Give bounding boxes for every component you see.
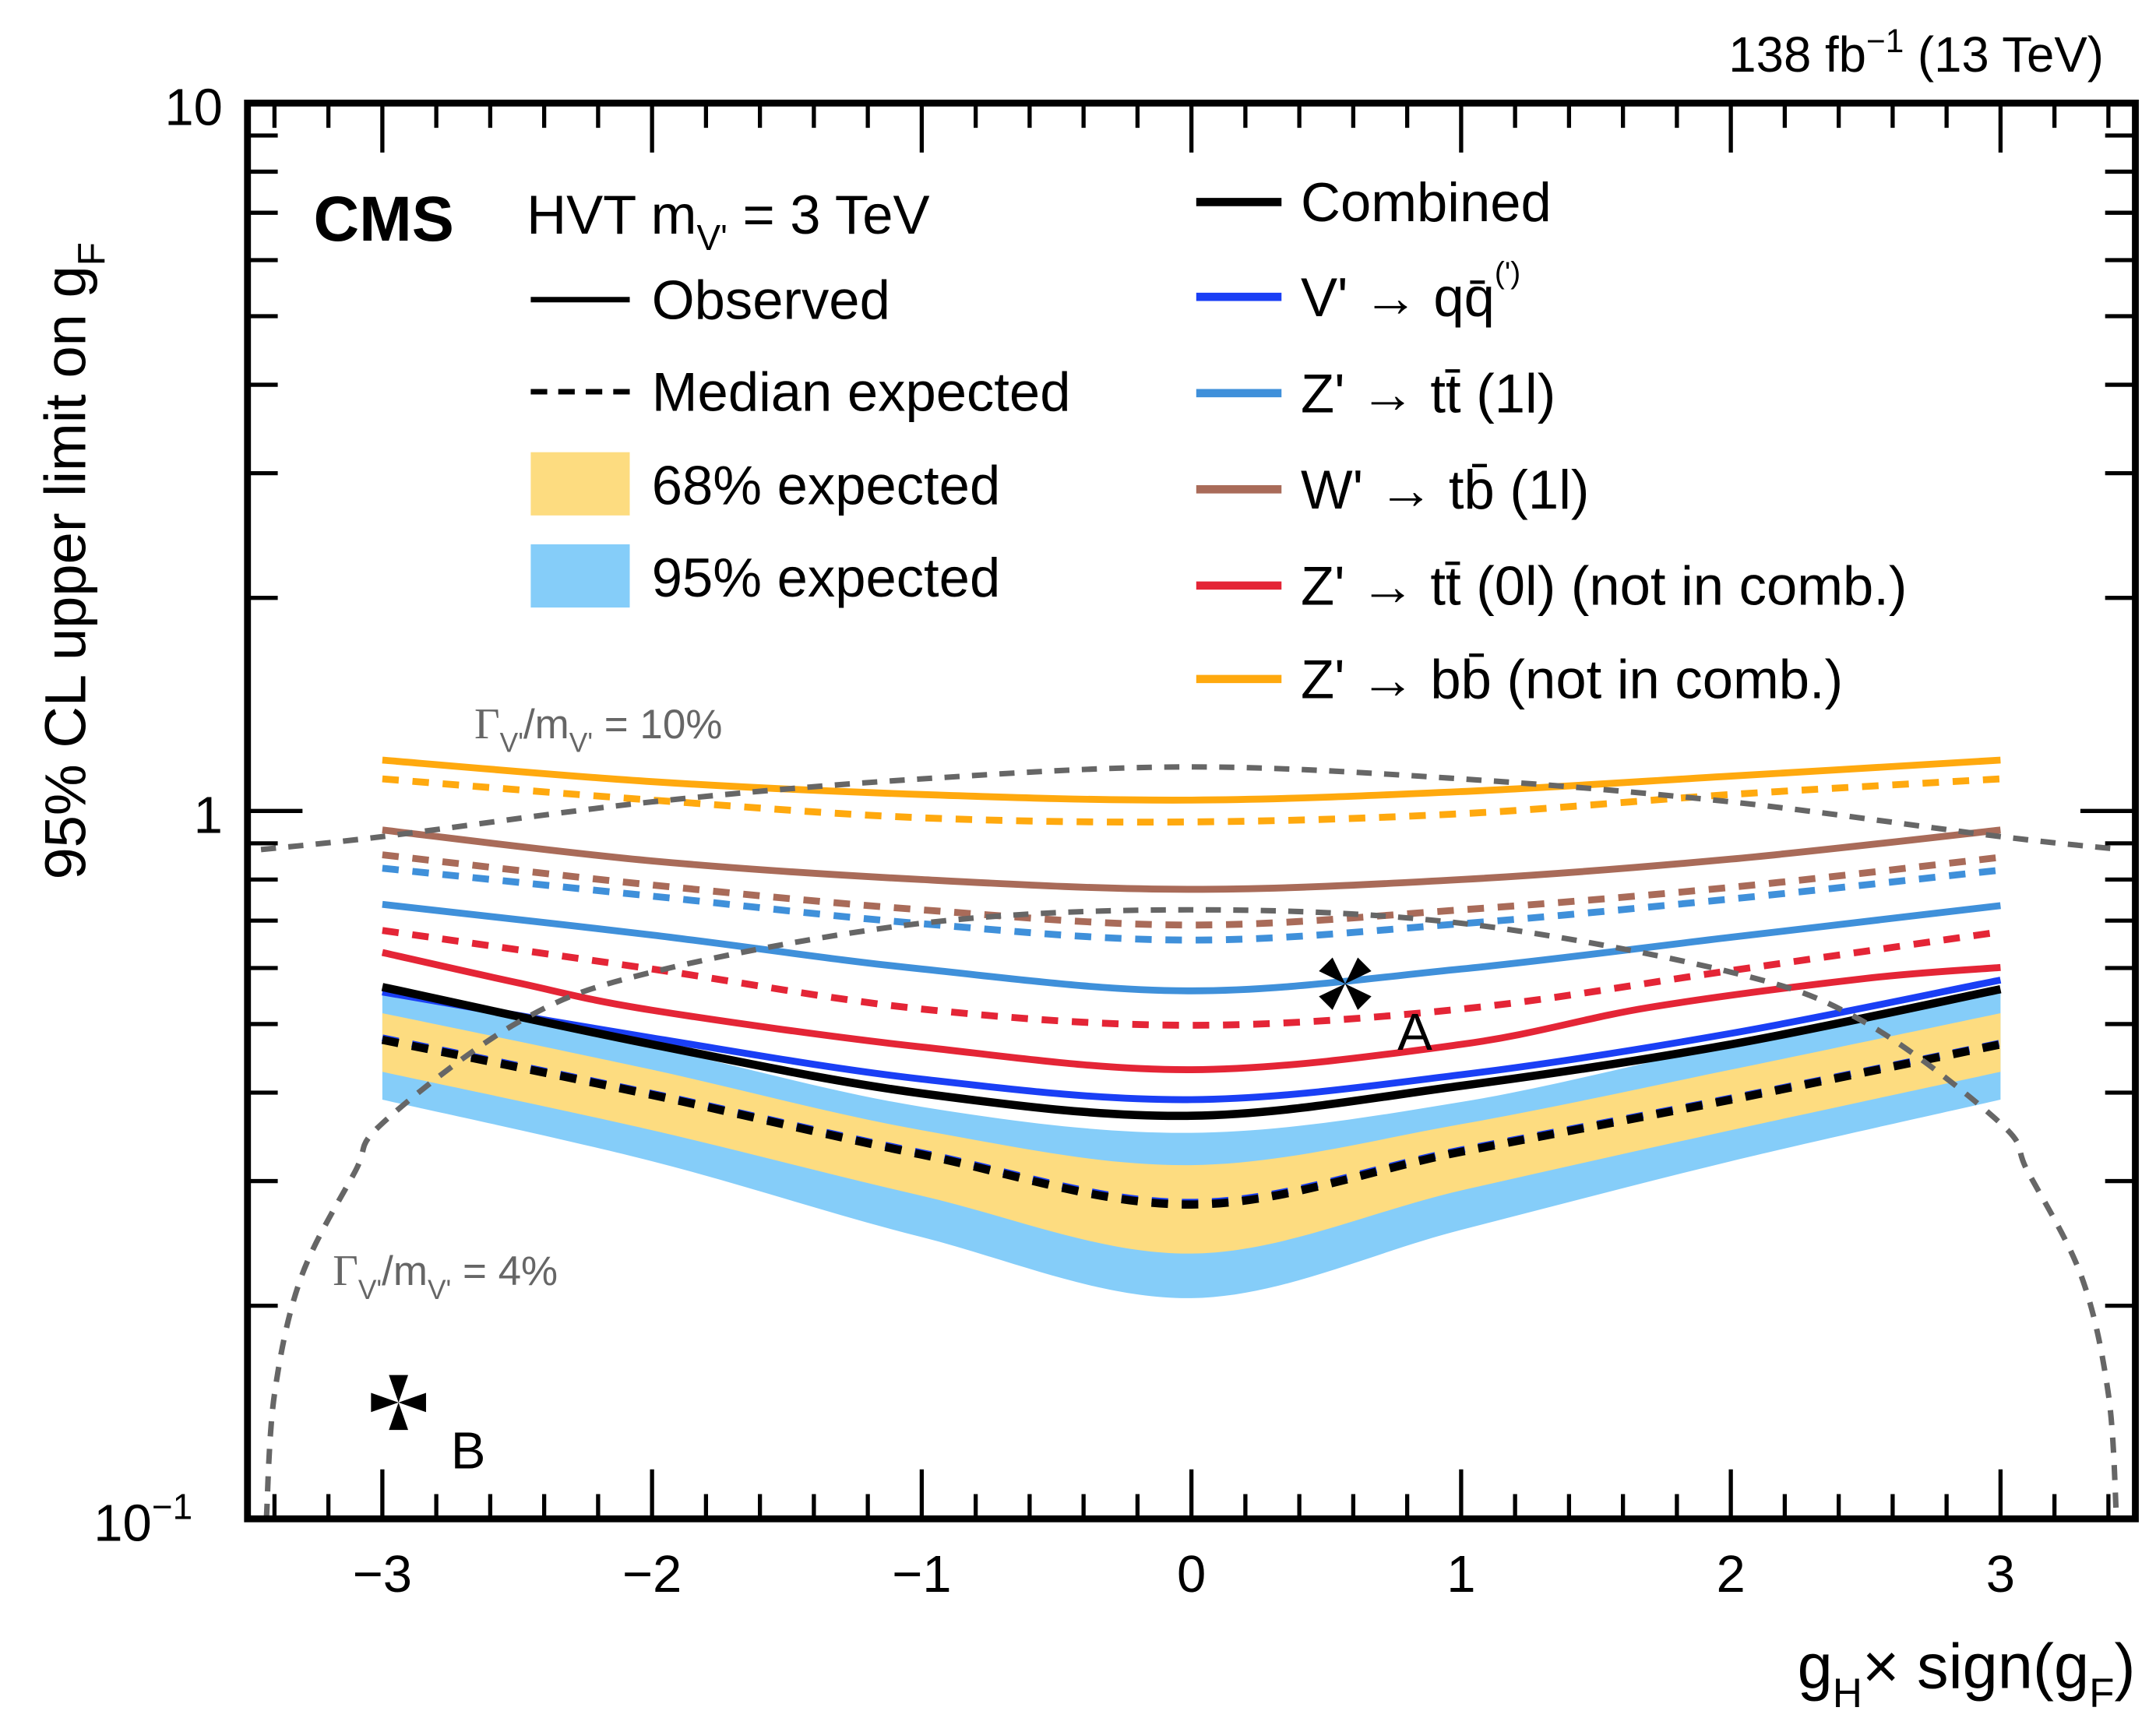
x-tick-label: 2 <box>1716 1545 1745 1604</box>
legend-label: Z' → bb̄ (not in comb.) <box>1301 649 1843 710</box>
width-contour-label-1: ΓV'/mV' = 4% <box>333 1247 558 1305</box>
series-line-6 <box>382 927 2002 1029</box>
benchmark-markers <box>371 957 1372 1431</box>
experiment-label: CMS <box>313 185 453 255</box>
width-contour-1 <box>263 907 2119 1519</box>
legend-label: Median expected <box>652 361 1071 423</box>
width-contours <box>260 764 2123 1519</box>
y-tick-label: 10−1 <box>93 1486 192 1552</box>
x-tick-label: 3 <box>1986 1545 2015 1604</box>
legend-left-entry-0: Observed <box>530 269 890 330</box>
legend-label: Z' → tt̄ (0l) (not in comb.) <box>1301 555 1907 617</box>
tick-labels: −3 −2 −1 0 1 2 3 10 1 10−1 <box>93 79 2015 1604</box>
y-tick-label: 1 <box>194 787 223 845</box>
legend-right-entry-4: Z' → tt̄ (0l) (not in comb.) <box>1196 555 1907 617</box>
limit-curves <box>381 756 2002 1209</box>
legend-left-entry-2: 68% expected <box>530 452 1000 516</box>
series-line-10 <box>382 977 2002 1104</box>
legend-right-entry-0: Combined <box>1196 171 1552 233</box>
legend-swatch <box>530 544 630 608</box>
benchmark-label-A: A <box>1397 1003 1432 1061</box>
x-tick-label: −3 <box>353 1545 412 1604</box>
series-line-7 <box>381 949 2001 1073</box>
width-contour-0 <box>260 764 2123 853</box>
legend-left: Observed Median expected 68% expected 95% e… <box>530 269 1070 608</box>
legend-right-entry-3: W' → tb̄ (1l) <box>1196 459 1589 520</box>
x-tick-label: −2 <box>622 1545 682 1604</box>
band-95-expected <box>382 992 2001 1298</box>
y-tick-label: 10 <box>164 79 223 137</box>
series-line-9 <box>381 1035 2002 1209</box>
legend-label: 68% expected <box>652 455 1000 516</box>
axis-ticks <box>247 103 2136 1519</box>
legend-label: W' → tb̄ (1l) <box>1301 459 1589 520</box>
model-label: HVT mV' = 3 TeV <box>527 184 929 258</box>
x-tick-label: 1 <box>1446 1545 1475 1604</box>
benchmark-marker-B <box>371 1375 426 1431</box>
legend-label: V' → qq̄(') <box>1301 257 1520 328</box>
legend-left-entry-3: 95% expected <box>530 544 1000 608</box>
legend-label: Observed <box>652 269 890 330</box>
benchmark-label-B: B <box>451 1422 486 1480</box>
legend-left-entry-1: Median expected <box>530 361 1070 423</box>
plot-frame <box>244 99 2139 1523</box>
x-tick-label: 0 <box>1177 1545 1206 1604</box>
legend-right-entry-2: Z' → tt̄ (1l) <box>1196 362 1555 424</box>
x-axis-label: gH× sign(gF) <box>1798 1632 2136 1716</box>
legend-label: Z' → tt̄ (1l) <box>1301 362 1555 424</box>
legend-label: 95% expected <box>652 547 1000 608</box>
benchmark-marker-A <box>1319 957 1372 1010</box>
lumi-label: 138 fb−1 (13 TeV) <box>1728 23 2104 83</box>
legend-right-entry-5: Z' → bb̄ (not in comb.) <box>1196 649 1843 710</box>
legend-swatch <box>530 452 630 516</box>
series-line-11 <box>381 983 2002 1121</box>
y-axis-label: 95% CL upper limit on gF <box>33 242 113 879</box>
series-line-2 <box>382 826 2001 893</box>
legend-right: Combined V' → qq̄(') Z' → tt̄ (1l) W' → tb̄… <box>1196 171 1907 710</box>
width-contour-label-0: ΓV'/mV' = 10% <box>474 700 722 759</box>
legend-label: Combined <box>1301 171 1552 233</box>
x-tick-label: −1 <box>892 1545 951 1604</box>
series-line-0 <box>382 756 2001 804</box>
legend-right-entry-1: V' → qq̄(') <box>1196 257 1520 328</box>
series-line-5 <box>382 900 2001 995</box>
